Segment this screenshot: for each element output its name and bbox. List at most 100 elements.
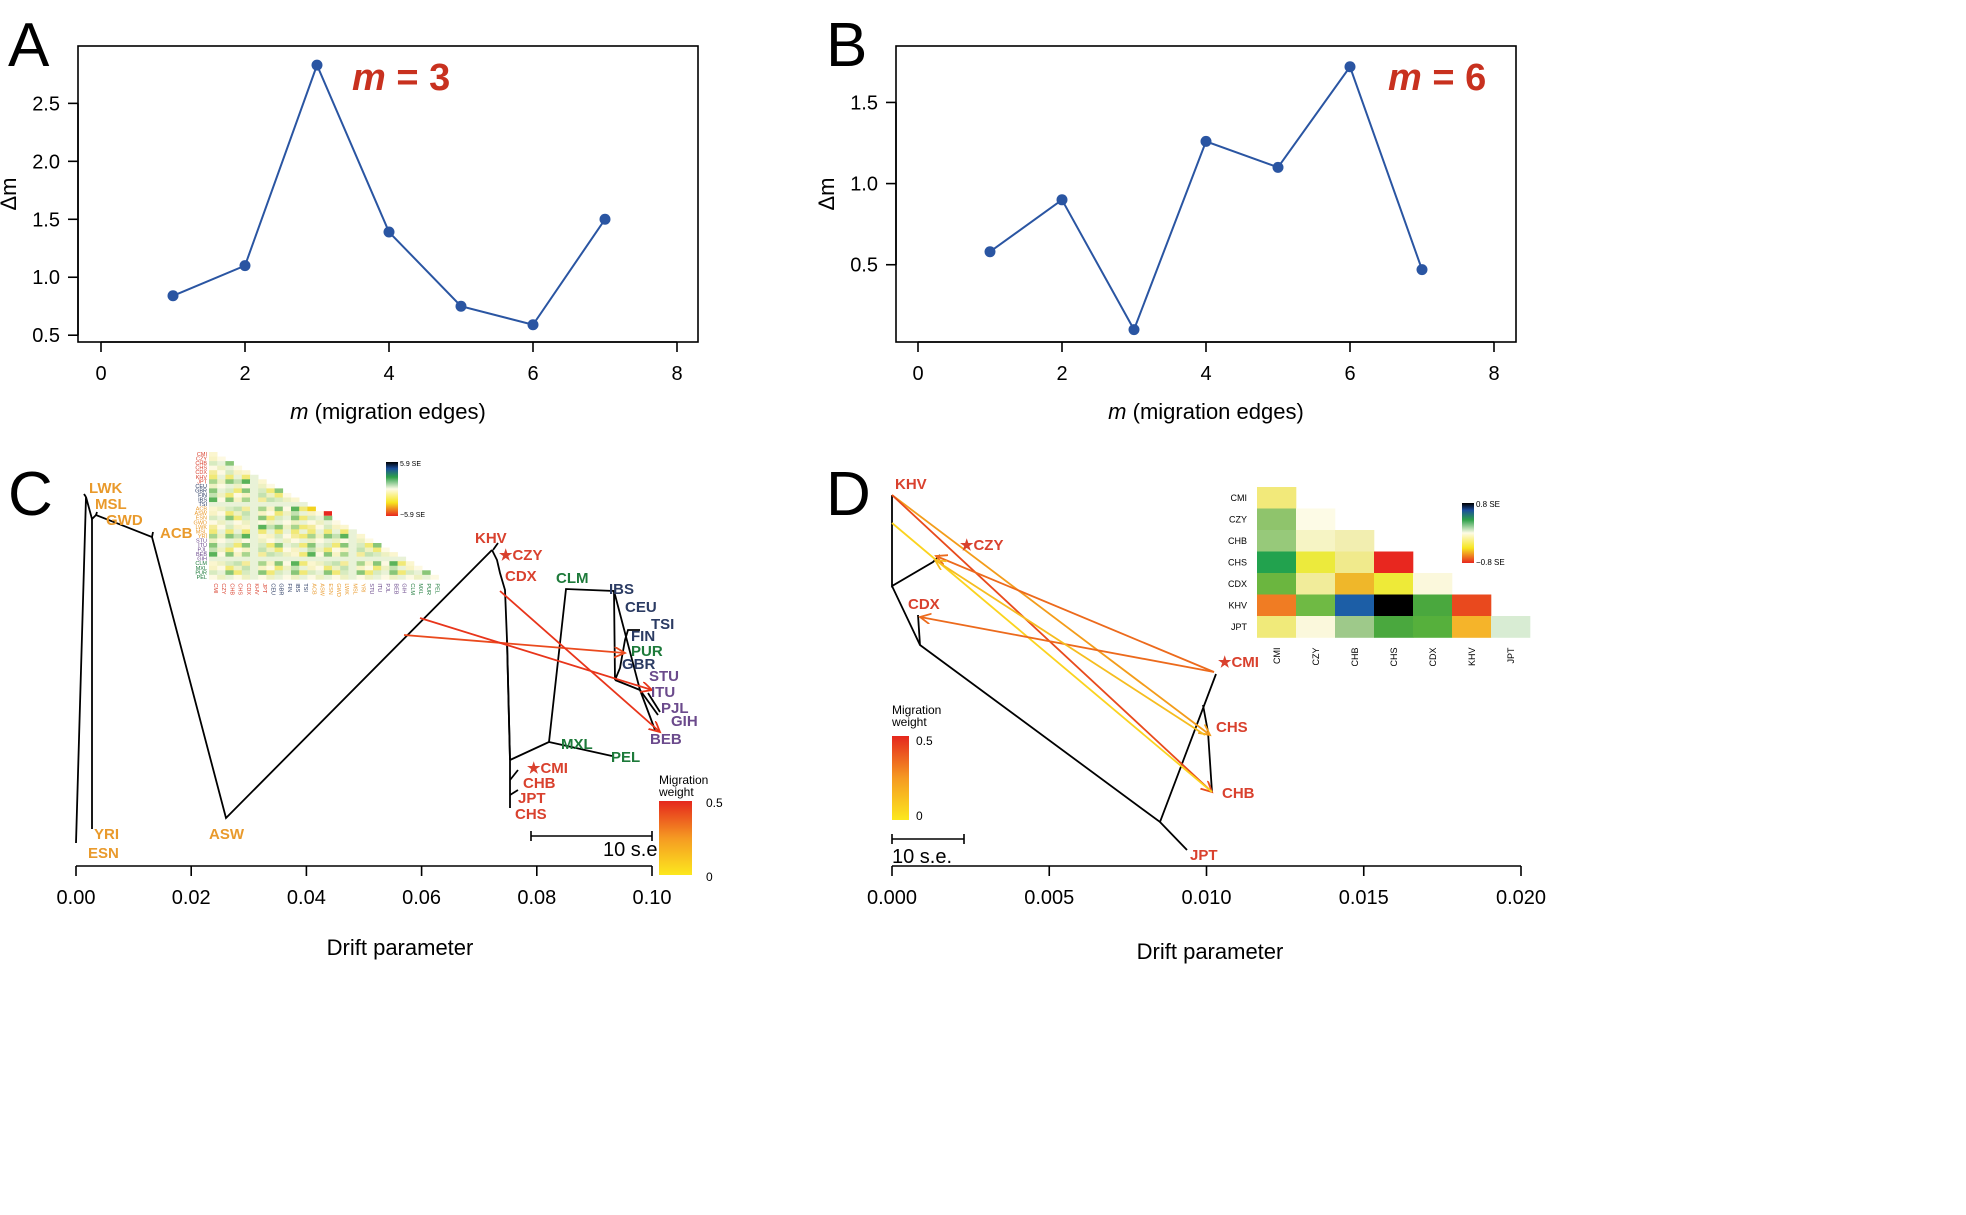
heatmap-cell [381, 565, 390, 571]
data-point [1272, 161, 1284, 173]
heatmap-cell [266, 533, 275, 539]
panel-c-legend-min: 0 [706, 870, 713, 884]
heatmap-cell [250, 561, 259, 567]
leaf-label-acb: ACB [160, 525, 193, 542]
panel-d-residual-scale-top: 0.8 SE [1476, 500, 1500, 509]
heatmap-cell [258, 570, 267, 576]
heatmap-cell [258, 497, 267, 503]
heatmap-row-label: LWK [195, 525, 207, 531]
heatmap-cell [258, 552, 267, 557]
heatmap-cell [340, 574, 349, 580]
heatmap-cell [258, 520, 267, 526]
heatmap-cell [250, 492, 259, 498]
heatmap-cell [241, 474, 251, 480]
heatmap-cell [348, 556, 357, 562]
heatmap-cell [225, 561, 234, 567]
heatmap-cell [356, 543, 366, 548]
data-point [1416, 264, 1428, 276]
heatmap-cell [307, 570, 316, 576]
heatmap-col-label: KHV [253, 583, 259, 595]
heatmap-cell [209, 574, 218, 580]
heatmap-row-label: CDX [195, 470, 207, 476]
heatmap-cell [233, 524, 243, 530]
heatmap-cell [250, 574, 259, 580]
heatmap-cell [299, 515, 308, 521]
heatmap-cell [299, 520, 308, 526]
heatmap-col-label: ESN [327, 583, 333, 594]
heatmap-cell [274, 524, 284, 530]
heatmap-cell [323, 529, 333, 535]
heatmap-row-label: ESN [196, 516, 207, 522]
leaf-label-gih: GIH [671, 713, 698, 730]
heatmap-cell [373, 570, 382, 576]
heatmap-cell [282, 533, 292, 539]
heatmap-cell [241, 552, 251, 557]
heatmap-cell [274, 497, 284, 503]
heatmap-cell [323, 524, 333, 530]
heatmap-cell [1296, 573, 1336, 595]
heatmap-cell [241, 570, 251, 576]
heatmap-cell [356, 552, 366, 557]
heatmap-cell [299, 574, 308, 580]
heatmap-cell [209, 452, 218, 457]
heatmap-cell [225, 565, 234, 571]
heatmap-cell [258, 529, 267, 535]
heatmap-cell [217, 515, 226, 521]
heatmap-cell [225, 524, 234, 530]
heatmap-cell [241, 506, 251, 512]
heatmap-cell [307, 506, 316, 512]
heatmap-row-label: TSI [198, 502, 207, 508]
heatmap-cell [340, 538, 349, 544]
leaf-label-cdx: CDX [505, 568, 537, 585]
leaf-label-d-jpt: JPT [1190, 847, 1218, 864]
heatmap-cell [233, 479, 243, 485]
heatmap-cell [381, 574, 390, 580]
leaf-label-d-chb: CHB [1222, 785, 1255, 802]
heatmap-cell [250, 556, 259, 562]
panel-c-legend-title-1: Migration [659, 773, 708, 787]
heatmap-cell [241, 520, 251, 526]
heatmap-cell [209, 506, 218, 512]
heatmap-cell [233, 570, 243, 576]
heatmap-cell [274, 506, 284, 512]
heatmap-cell [291, 497, 300, 503]
panel-d-migration-edges [891, 494, 1215, 792]
heatmap-cell [241, 561, 251, 567]
y-tick-label: 1.0 [850, 174, 878, 196]
heatmap-cell [250, 529, 259, 535]
heatmap-cell [209, 520, 218, 526]
panel-d-legend-gradient [892, 736, 909, 820]
heatmap-cell [282, 515, 292, 521]
heatmap-row-label: CEU [195, 484, 207, 490]
heatmap-cell [364, 538, 374, 544]
heatmap-cell [323, 556, 333, 562]
heatmap-cell [315, 538, 325, 544]
heatmap-cell [340, 556, 349, 562]
heatmap-cell [299, 524, 308, 530]
heatmap-cell [266, 565, 275, 571]
heatmap-cell [274, 570, 284, 576]
heatmap-col-label: CMI [212, 583, 218, 594]
heatmap-cell [299, 556, 308, 562]
panel-a: A 0 2 4 6 8 0.5 1.0 1.5 2.0 2.5 m (migration edg… [0, 11, 699, 424]
x-tick-label: 2 [239, 363, 250, 385]
heatmap-row-label: YRI [198, 534, 208, 540]
heatmap-cell [340, 524, 349, 530]
heatmap-cell [282, 543, 292, 548]
heatmap-cell [217, 547, 226, 553]
heatmap-cell [340, 529, 349, 535]
heatmap-cell [217, 456, 226, 462]
heatmap-cell [373, 547, 382, 553]
heatmap-cell [291, 520, 300, 526]
x-tick-label: 0 [95, 363, 106, 385]
heatmap-cell [233, 506, 243, 512]
x-tick-label: 0.015 [1339, 887, 1389, 909]
heatmap-cell [217, 470, 226, 476]
heatmap-cell [250, 533, 259, 539]
heatmap-cell [241, 565, 251, 571]
y-tick-label: 2.5 [32, 93, 60, 115]
x-tick-label: 0.10 [633, 887, 672, 909]
heatmap-row-label: CMI [1231, 493, 1248, 503]
heatmap-cell [274, 502, 284, 507]
heatmap-cell [323, 543, 333, 548]
